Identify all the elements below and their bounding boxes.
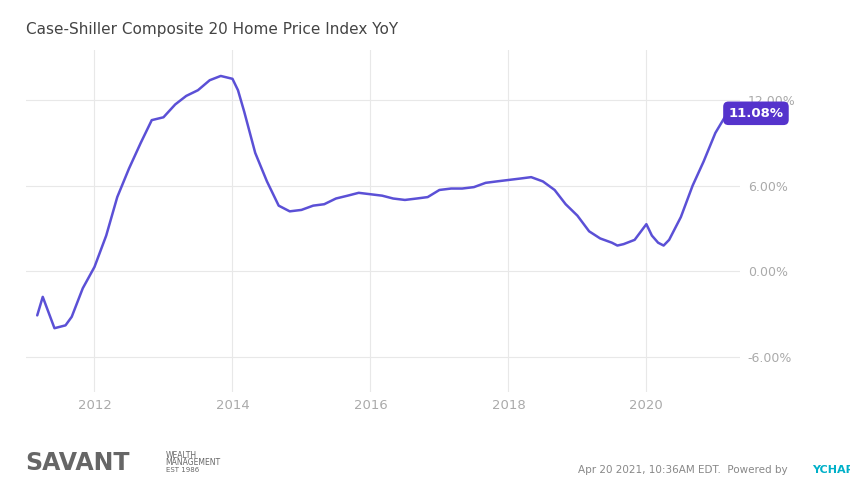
Text: 11.08%: 11.08% <box>728 107 784 120</box>
Text: YCHARTS: YCHARTS <box>812 465 850 475</box>
Text: EST 1986: EST 1986 <box>166 467 199 473</box>
Text: Case-Shiller Composite 20 Home Price Index YoY: Case-Shiller Composite 20 Home Price Ind… <box>26 22 398 37</box>
Text: MANAGEMENT: MANAGEMENT <box>166 458 221 467</box>
Text: Apr 20 2021, 10:36AM EDT.  Powered by: Apr 20 2021, 10:36AM EDT. Powered by <box>578 465 790 475</box>
Text: WEALTH: WEALTH <box>166 451 197 460</box>
Text: SAVANT: SAVANT <box>26 451 130 475</box>
